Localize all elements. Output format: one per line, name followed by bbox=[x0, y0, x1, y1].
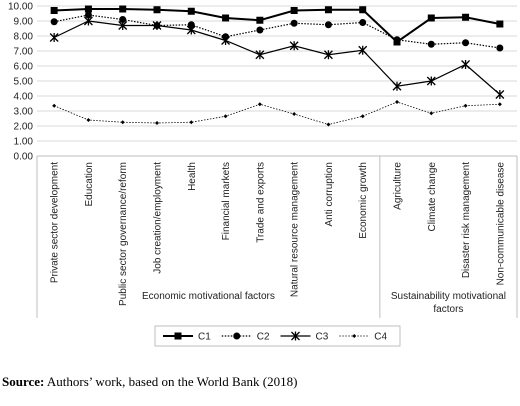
marker bbox=[233, 332, 241, 340]
marker bbox=[291, 331, 300, 341]
y-tick-label: 7.00 bbox=[14, 47, 34, 58]
marker bbox=[83, 16, 93, 26]
x-tick-label: Economic growth bbox=[358, 162, 369, 239]
group-label-line: factors bbox=[433, 304, 463, 315]
marker bbox=[359, 6, 367, 14]
source-label: Source: bbox=[2, 374, 44, 389]
marker bbox=[49, 33, 59, 42]
marker bbox=[289, 41, 299, 51]
y-tick-label: 5.00 bbox=[14, 77, 34, 88]
y-tick-label: 8.00 bbox=[14, 32, 34, 43]
marker bbox=[429, 111, 434, 116]
y-tick-label: 6.00 bbox=[14, 62, 34, 73]
marker bbox=[256, 26, 264, 34]
marker bbox=[84, 11, 92, 19]
x-tick-label: Disaster risk management bbox=[461, 162, 472, 278]
marker bbox=[462, 39, 470, 47]
marker bbox=[290, 19, 298, 27]
legend-label: C2 bbox=[257, 332, 270, 343]
marker bbox=[120, 120, 125, 125]
group-label: Sustainability motivational factors bbox=[391, 291, 506, 315]
marker bbox=[497, 102, 502, 107]
x-tick-label: Non-communicable disease bbox=[495, 162, 506, 286]
source-text: Authors’ work, based on the World Bank (… bbox=[44, 374, 297, 389]
marker bbox=[84, 5, 92, 13]
marker bbox=[324, 6, 332, 14]
marker bbox=[52, 103, 57, 108]
x-tick-label: Climate change bbox=[427, 162, 438, 232]
series-line bbox=[53, 101, 500, 125]
group-label: Economic motivational factors bbox=[142, 291, 275, 302]
x-tick-label: Financial markets bbox=[221, 162, 232, 240]
marker bbox=[352, 334, 357, 338]
x-tick-label: Health bbox=[187, 162, 198, 191]
marker bbox=[118, 21, 128, 30]
series-line bbox=[54, 8, 501, 44]
marker bbox=[358, 45, 368, 55]
marker bbox=[395, 100, 399, 104]
x-tick-label: Private sector development bbox=[50, 162, 61, 283]
marker bbox=[360, 114, 365, 119]
marker bbox=[50, 18, 58, 26]
marker bbox=[257, 102, 262, 107]
series-line bbox=[54, 14, 500, 49]
marker bbox=[427, 40, 435, 48]
y-tick-label: 0.00 bbox=[14, 152, 34, 163]
marker bbox=[223, 114, 228, 119]
marker bbox=[256, 16, 264, 24]
marker bbox=[496, 20, 504, 28]
marker bbox=[495, 90, 505, 99]
marker bbox=[324, 21, 332, 29]
marker bbox=[463, 103, 468, 108]
y-tick-label: 2.00 bbox=[14, 122, 34, 133]
group-label-line: Sustainability motivational bbox=[391, 291, 506, 302]
marker bbox=[186, 25, 196, 35]
source-note: Source: Authors’ work, based on the Worl… bbox=[2, 374, 297, 389]
marker bbox=[496, 44, 504, 52]
marker bbox=[119, 5, 127, 13]
marker bbox=[153, 6, 161, 14]
x-tick-label: Natural resource management bbox=[290, 162, 301, 297]
x-tick-label: Agriculture bbox=[393, 162, 404, 210]
marker bbox=[393, 36, 401, 44]
y-tick-label: 3.00 bbox=[14, 107, 34, 118]
marker bbox=[392, 81, 402, 91]
marker bbox=[50, 7, 58, 14]
marker bbox=[461, 60, 471, 69]
legend-label: C3 bbox=[316, 332, 329, 343]
marker bbox=[323, 50, 333, 60]
y-tick-label: 9.00 bbox=[14, 17, 34, 28]
marker bbox=[292, 112, 297, 116]
series-line bbox=[53, 20, 501, 95]
marker bbox=[174, 332, 182, 340]
x-tick-label: Public sector governance/reform bbox=[118, 162, 129, 306]
marker bbox=[187, 7, 195, 15]
marker bbox=[462, 13, 470, 21]
marker bbox=[255, 50, 265, 60]
marker bbox=[290, 7, 298, 14]
legend-label: C1 bbox=[198, 332, 211, 343]
x-tick-label: Education bbox=[84, 162, 95, 206]
x-tick-label: Trade and exports bbox=[255, 162, 266, 243]
marker bbox=[119, 16, 127, 23]
marker bbox=[221, 36, 231, 45]
y-tick-label: 1.00 bbox=[14, 137, 34, 148]
legend-label: C4 bbox=[374, 332, 387, 343]
marker bbox=[155, 121, 159, 125]
y-tick-label: 4.00 bbox=[14, 92, 34, 103]
marker bbox=[187, 21, 195, 29]
y-tick-label: 10.00 bbox=[8, 2, 33, 13]
legend-box bbox=[154, 325, 401, 347]
x-tick-label: Job creation/employment bbox=[153, 162, 164, 274]
marker bbox=[222, 14, 230, 22]
marker bbox=[326, 122, 331, 127]
marker bbox=[189, 120, 194, 125]
marker bbox=[427, 14, 435, 22]
marker bbox=[426, 76, 436, 86]
x-tick-label: Anti corruption bbox=[324, 162, 335, 226]
marker bbox=[152, 21, 162, 30]
marker bbox=[359, 19, 367, 26]
marker bbox=[86, 118, 91, 122]
